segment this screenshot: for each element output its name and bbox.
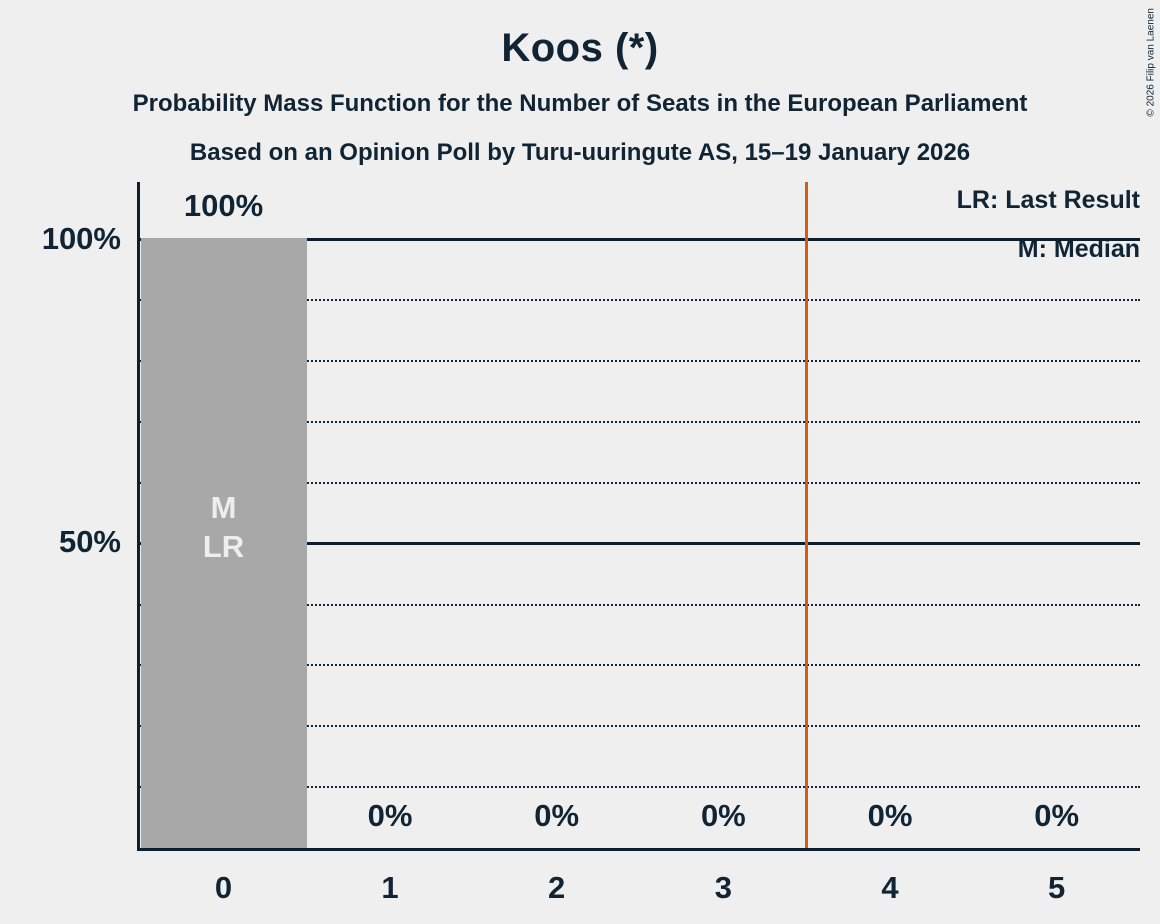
x-tick-label-2: 2 bbox=[548, 870, 566, 905]
bar-value-label-2: 0% bbox=[534, 798, 580, 833]
gridline-100pct bbox=[140, 238, 1140, 241]
bar-value-label-5: 0% bbox=[1034, 798, 1080, 833]
y-axis-label-100: 100% bbox=[41, 221, 121, 256]
x-tick-label-1: 1 bbox=[381, 870, 399, 905]
last-result-marker: LR bbox=[202, 529, 245, 564]
y-axis-label-50: 50% bbox=[58, 524, 121, 559]
x-tick-label-5: 5 bbox=[1048, 870, 1066, 905]
bar-seats-0 bbox=[140, 238, 307, 848]
gridline-40pct bbox=[140, 604, 1140, 606]
gridline-70pct bbox=[140, 421, 1140, 423]
gridline-20pct bbox=[140, 725, 1140, 727]
bar-value-label-1: 0% bbox=[367, 798, 413, 833]
chart-subtitle: Probability Mass Function for the Number… bbox=[132, 90, 1028, 117]
x-tick-label-3: 3 bbox=[714, 870, 732, 905]
gridline-50pct bbox=[140, 542, 1140, 545]
x-tick-label-4: 4 bbox=[881, 870, 899, 905]
legend-last-result: LR: Last Result bbox=[956, 186, 1140, 214]
median-marker: M bbox=[210, 490, 237, 525]
majority-threshold-line bbox=[805, 182, 808, 848]
bar-value-label-3: 0% bbox=[700, 798, 746, 833]
gridline-60pct bbox=[140, 482, 1140, 484]
chart-title: Koos (*) bbox=[501, 26, 659, 70]
bar-value-label-4: 0% bbox=[867, 798, 913, 833]
plot-area: M LR 100% 0% 0% 0% 0% 0% 0 1 2 3 4 5 bbox=[137, 182, 1140, 905]
gridline-10pct bbox=[140, 786, 1140, 788]
copyright-notice: © 2026 Filip van Laenen bbox=[1146, 8, 1157, 117]
bar-value-label-0: 100% bbox=[183, 188, 264, 223]
gridline-30pct bbox=[140, 664, 1140, 666]
gridline-90pct bbox=[140, 299, 1140, 301]
chart-poll-source: Based on an Opinion Poll by Turu-uuringu… bbox=[189, 139, 971, 166]
gridline-80pct bbox=[140, 360, 1140, 362]
x-tick-label-0: 0 bbox=[214, 870, 233, 905]
